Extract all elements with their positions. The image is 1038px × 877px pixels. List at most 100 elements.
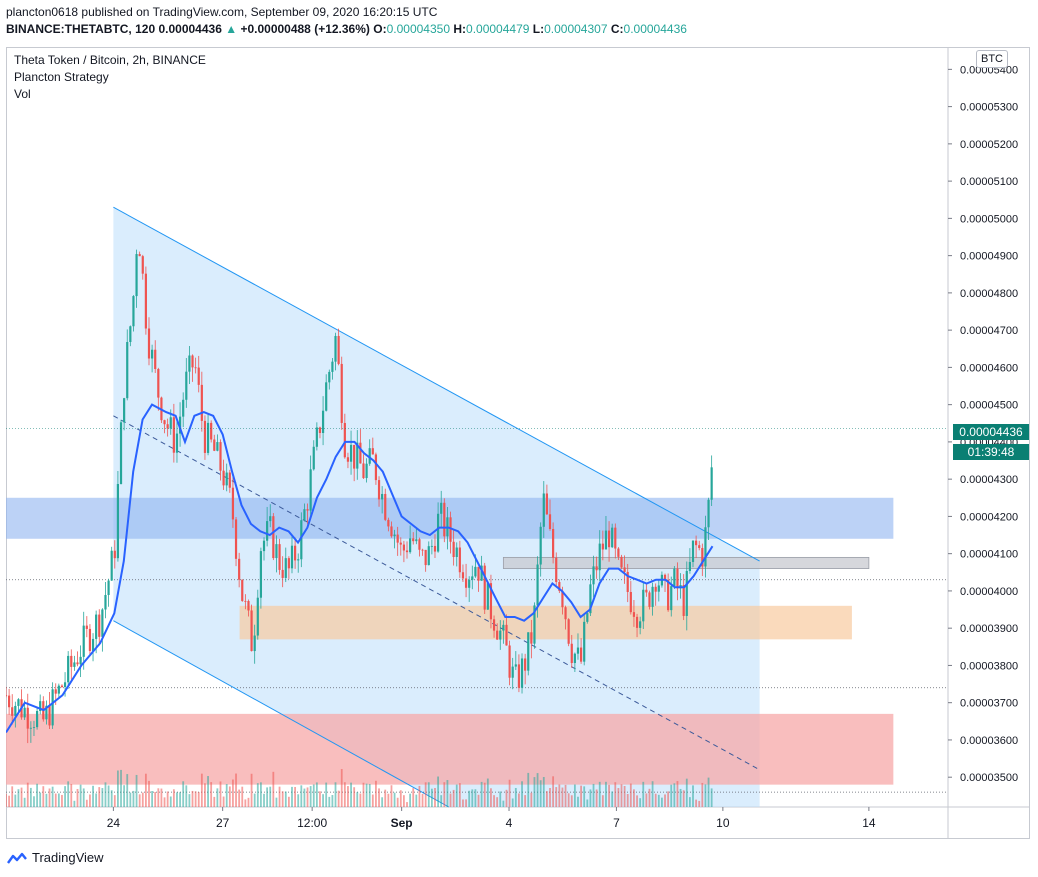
candle-body xyxy=(620,556,623,568)
candle-body xyxy=(175,433,179,453)
candle-body xyxy=(85,625,88,629)
candle-body xyxy=(51,689,54,726)
candle-body xyxy=(222,470,225,486)
candle-body xyxy=(449,517,452,542)
volume-bar xyxy=(350,782,352,807)
legend-vol[interactable]: Vol xyxy=(14,87,31,101)
volume-bar xyxy=(263,793,265,807)
volume-bar xyxy=(353,787,356,807)
volume-bar xyxy=(648,788,651,807)
candle-body xyxy=(704,527,707,567)
volume-bar xyxy=(698,800,701,807)
candle-body xyxy=(418,539,421,550)
y-tick-label: 0.00004500 xyxy=(960,400,1018,412)
candle-body xyxy=(586,613,589,622)
candle-body xyxy=(309,469,312,511)
volume-bar xyxy=(570,795,573,807)
candle-body xyxy=(390,526,393,537)
volume-bar xyxy=(443,782,446,807)
volume-bar xyxy=(284,791,287,807)
candle-body xyxy=(374,454,378,481)
volume-bar xyxy=(502,800,505,807)
open-value: 0.00004350 xyxy=(386,22,450,36)
candle-body xyxy=(334,335,337,362)
candle-body xyxy=(325,382,328,411)
volume-bar xyxy=(319,791,321,807)
tradingview-cloud-icon xyxy=(7,852,27,864)
volume-bar xyxy=(191,790,194,807)
volume-bar xyxy=(8,795,11,807)
volume-bar xyxy=(555,787,558,807)
y-tick-label: 0.00003800 xyxy=(960,660,1018,672)
candle-body xyxy=(172,417,175,453)
volume-bar xyxy=(651,781,654,807)
candle-body xyxy=(35,710,39,728)
volume-bar xyxy=(601,795,604,807)
volume-bar xyxy=(275,797,278,807)
candle-body xyxy=(185,371,188,400)
volume-bar xyxy=(204,783,206,807)
volume-bar xyxy=(154,792,157,807)
candle-body xyxy=(126,341,129,399)
candle-body xyxy=(67,655,70,683)
volume-bar xyxy=(493,795,495,807)
volume-bar xyxy=(39,792,42,807)
volume-bar xyxy=(595,789,598,807)
y-tick-label: 0.00003700 xyxy=(960,698,1018,710)
candle-body xyxy=(82,625,85,657)
y-tick-label: 0.00003500 xyxy=(960,772,1018,784)
volume-bar xyxy=(545,791,548,807)
candle-body xyxy=(200,384,203,421)
candle-body xyxy=(524,658,527,671)
volume-bar xyxy=(434,787,436,807)
candle-body xyxy=(645,589,648,593)
candle-body xyxy=(626,571,629,592)
volume-bar xyxy=(281,791,284,807)
candle-body xyxy=(57,685,60,694)
volume-bar xyxy=(188,794,191,807)
volume-bar xyxy=(29,787,32,807)
candle-body xyxy=(567,619,570,644)
volume-bar xyxy=(396,797,399,807)
volume-bar xyxy=(104,782,107,807)
volume-bar xyxy=(415,794,418,807)
candle-body xyxy=(667,579,670,611)
volume-bar xyxy=(129,792,132,807)
volume-bar xyxy=(564,784,567,807)
candle-body xyxy=(710,467,713,500)
volume-bar xyxy=(244,799,247,807)
volume-bar xyxy=(117,770,119,807)
candle-body xyxy=(272,516,275,559)
tradingview-logo[interactable]: TradingView xyxy=(6,850,104,865)
candle-body xyxy=(598,543,601,571)
price-chart[interactable]: 0.000054000.000053000.000052000.00005100… xyxy=(6,47,1030,839)
y-tick-label: 0.00004900 xyxy=(960,251,1018,263)
volume-bar xyxy=(437,776,439,807)
candle-body xyxy=(632,612,636,617)
candle-body xyxy=(297,559,300,561)
volume-bar xyxy=(225,784,228,807)
volume-bar xyxy=(657,794,660,807)
candle-body xyxy=(132,296,135,327)
candle-body xyxy=(592,566,595,585)
candle-body xyxy=(483,565,486,610)
candle-body xyxy=(648,592,651,607)
volume-bar xyxy=(462,799,464,807)
candle-body xyxy=(673,568,676,587)
candle-body xyxy=(691,540,695,562)
candle-body xyxy=(492,619,496,631)
volume-bar xyxy=(194,791,197,807)
volume-bar xyxy=(148,780,150,807)
volume-bar xyxy=(676,781,679,807)
candle-body xyxy=(381,493,384,500)
currency-tag[interactable]: BTC xyxy=(976,50,1008,68)
candle-body xyxy=(300,520,303,560)
legend-strategy[interactable]: Plancton Strategy xyxy=(14,70,109,84)
legend-symbol[interactable]: Theta Token / Bitcoin, 2h, BINANCE xyxy=(14,53,206,67)
candle-body xyxy=(657,585,660,592)
volume-bar xyxy=(499,791,502,807)
candle-body xyxy=(536,564,539,606)
volume-bar xyxy=(85,799,88,807)
volume-bar xyxy=(328,796,331,807)
candle-body xyxy=(269,516,272,522)
